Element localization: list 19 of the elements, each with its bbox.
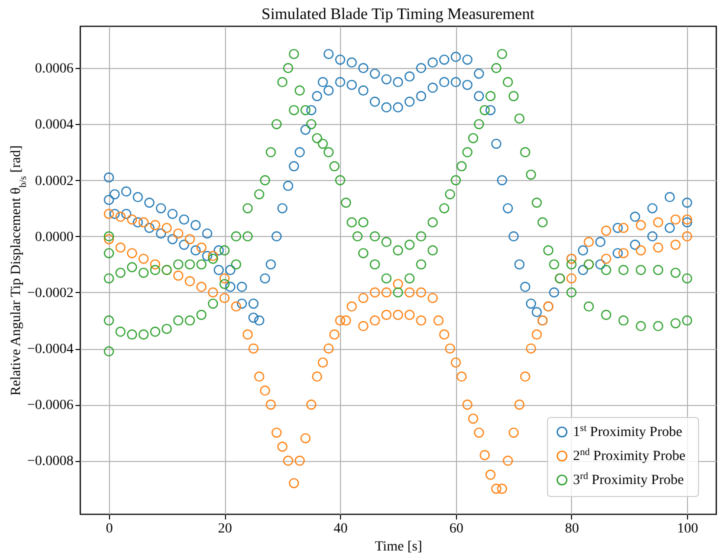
x-tick-label: 40 xyxy=(334,522,348,536)
legend-label: 1$^{st}$ Proximity Probe xyxy=(573,422,682,440)
x-tick-label: 0 xyxy=(106,522,113,536)
chart-title: Simulated Blade Tip Timing Measurement xyxy=(262,6,536,23)
y-tick-label: −0.0002 xyxy=(27,286,74,301)
y-tick-label: 0.0004 xyxy=(35,118,74,133)
y-tick-label: −0.0008 xyxy=(27,454,74,470)
x-axis-title: Time [s] xyxy=(374,540,422,554)
x-tick-label: 60 xyxy=(449,522,464,536)
y-tick-label: 0.0000 xyxy=(35,230,74,245)
legend-label: 3$^{rd}$ Proximity Probe xyxy=(573,470,684,488)
x-tick-label: 100 xyxy=(677,522,698,536)
x-tick-label: 20 xyxy=(218,522,232,536)
y-tick-label: 0.0006 xyxy=(35,62,74,77)
y-tick-label: 0.0002 xyxy=(35,174,74,189)
x-tick-label: 80 xyxy=(564,522,579,536)
y-tick-label: −0.0004 xyxy=(27,342,74,358)
legend-label: 2$^{nd}$ Proximity Probe xyxy=(573,446,686,464)
y-tick-label: −0.0006 xyxy=(27,398,74,414)
